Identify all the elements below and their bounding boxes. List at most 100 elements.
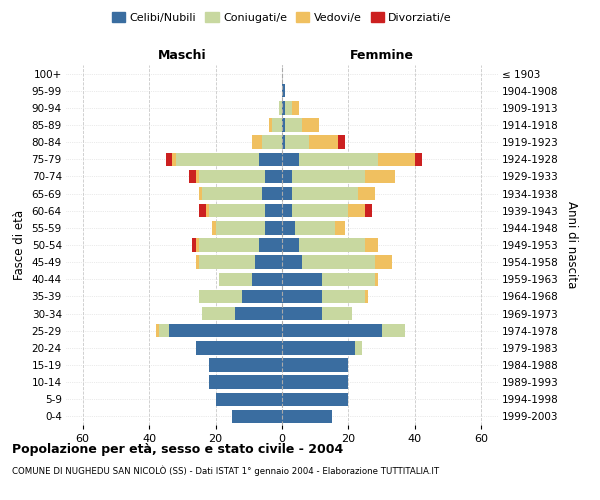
Bar [355, 341, 362, 354]
Bar [252, 272, 282, 286]
Bar [232, 410, 282, 423]
Bar [196, 238, 199, 252]
Bar [215, 221, 265, 234]
Bar [292, 101, 299, 114]
Bar [299, 152, 379, 166]
Bar [235, 307, 282, 320]
Bar [282, 204, 292, 218]
Bar [292, 204, 349, 218]
Bar [262, 187, 282, 200]
Bar [199, 238, 259, 252]
Bar [375, 272, 379, 286]
Bar [335, 221, 345, 234]
Bar [282, 307, 322, 320]
Bar [196, 341, 282, 354]
Bar [272, 118, 282, 132]
Bar [242, 290, 282, 303]
Bar [365, 170, 395, 183]
Bar [202, 307, 235, 320]
Text: Popolazione per età, sesso e stato civile - 2004: Popolazione per età, sesso e stato civil… [12, 442, 343, 456]
Bar [209, 358, 282, 372]
Bar [196, 256, 199, 269]
Bar [252, 136, 262, 149]
Bar [286, 118, 302, 132]
Bar [302, 118, 319, 132]
Bar [265, 221, 282, 234]
Y-axis label: Anni di nascita: Anni di nascita [565, 202, 578, 288]
Bar [282, 84, 286, 98]
Bar [282, 324, 382, 338]
Bar [282, 341, 355, 354]
Bar [349, 204, 365, 218]
Bar [256, 256, 282, 269]
Legend: Celibi/Nubili, Coniugati/e, Vedovi/e, Divorziati/e: Celibi/Nubili, Coniugati/e, Vedovi/e, Di… [107, 8, 457, 28]
Bar [302, 256, 375, 269]
Bar [282, 170, 292, 183]
Text: Maschi: Maschi [158, 48, 206, 62]
Bar [209, 376, 282, 389]
Bar [282, 272, 322, 286]
Bar [199, 204, 206, 218]
Bar [322, 307, 352, 320]
Bar [382, 324, 405, 338]
Bar [172, 152, 176, 166]
Bar [278, 101, 282, 114]
Y-axis label: Fasce di età: Fasce di età [13, 210, 26, 280]
Text: Femmine: Femmine [350, 48, 413, 62]
Bar [189, 170, 196, 183]
Bar [282, 358, 349, 372]
Bar [199, 170, 265, 183]
Bar [415, 152, 422, 166]
Bar [159, 324, 169, 338]
Bar [259, 152, 282, 166]
Bar [282, 152, 299, 166]
Bar [269, 118, 272, 132]
Bar [282, 187, 292, 200]
Bar [169, 324, 282, 338]
Bar [379, 152, 415, 166]
Bar [322, 290, 365, 303]
Bar [282, 392, 349, 406]
Bar [265, 204, 282, 218]
Bar [375, 256, 392, 269]
Bar [308, 136, 338, 149]
Bar [196, 170, 199, 183]
Bar [286, 136, 308, 149]
Bar [338, 136, 345, 149]
Bar [282, 238, 299, 252]
Bar [365, 290, 368, 303]
Bar [282, 221, 295, 234]
Bar [199, 187, 202, 200]
Bar [166, 152, 172, 166]
Bar [282, 410, 332, 423]
Bar [265, 170, 282, 183]
Bar [262, 136, 282, 149]
Bar [192, 238, 196, 252]
Bar [299, 238, 365, 252]
Bar [199, 256, 256, 269]
Bar [292, 187, 358, 200]
Bar [282, 256, 302, 269]
Bar [212, 221, 215, 234]
Bar [365, 238, 379, 252]
Bar [365, 204, 372, 218]
Bar [322, 272, 375, 286]
Bar [215, 392, 282, 406]
Bar [282, 376, 349, 389]
Bar [209, 204, 265, 218]
Bar [286, 101, 292, 114]
Bar [206, 204, 209, 218]
Bar [282, 136, 286, 149]
Bar [219, 272, 252, 286]
Bar [282, 290, 322, 303]
Bar [176, 152, 259, 166]
Bar [358, 187, 375, 200]
Bar [292, 170, 365, 183]
Bar [259, 238, 282, 252]
Bar [199, 290, 242, 303]
Bar [282, 101, 286, 114]
Bar [295, 221, 335, 234]
Bar [282, 118, 286, 132]
Bar [156, 324, 159, 338]
Bar [202, 187, 262, 200]
